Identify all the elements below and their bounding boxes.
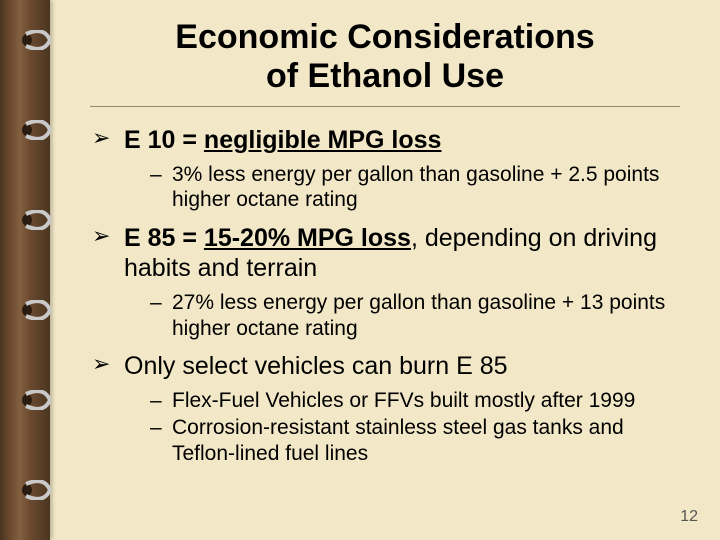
bullet-bold: E 85 = bbox=[124, 224, 204, 252]
bullet-list: E 10 = negligible MPG loss 3% less energ… bbox=[90, 125, 680, 466]
bullet-underline: 15-20% MPG loss bbox=[204, 224, 411, 252]
binder-ring-icon bbox=[20, 390, 54, 410]
sub-list: Flex-Fuel Vehicles or FFVs built mostly … bbox=[124, 388, 680, 467]
sub-item: Corrosion-resistant stainless steel gas … bbox=[150, 415, 680, 466]
slide-title: Economic Considerations of Ethanol Use bbox=[90, 18, 680, 96]
binder-ring-icon bbox=[20, 210, 54, 230]
bullet-bold: E 10 = bbox=[124, 126, 204, 154]
slide-root: Economic Considerations of Ethanol Use E… bbox=[0, 0, 720, 540]
sub-list: 27% less energy per gallon than gasoline… bbox=[124, 290, 680, 341]
binder-spine bbox=[0, 0, 50, 540]
slide-content: Economic Considerations of Ethanol Use E… bbox=[60, 0, 710, 540]
sub-item: Flex-Fuel Vehicles or FFVs built mostly … bbox=[150, 388, 680, 414]
bullet-rest: Only select vehicles can burn E 85 bbox=[124, 352, 508, 380]
title-line-2: of Ethanol Use bbox=[266, 57, 504, 95]
title-divider bbox=[90, 106, 680, 107]
bullet-item: E 10 = negligible MPG loss 3% less energ… bbox=[90, 125, 680, 213]
bullet-item: E 85 = 15-20% MPG loss, depending on dri… bbox=[90, 223, 680, 341]
page-number: 12 bbox=[680, 508, 698, 526]
sub-item: 3% less energy per gallon than gasoline … bbox=[150, 162, 680, 213]
binder-ring-icon bbox=[20, 480, 54, 500]
binder-ring-icon bbox=[20, 120, 54, 140]
binder-ring-icon bbox=[20, 300, 54, 320]
bullet-underline: negligible MPG loss bbox=[204, 126, 442, 154]
binder-ring-icon bbox=[20, 30, 54, 50]
sub-list: 3% less energy per gallon than gasoline … bbox=[124, 162, 680, 213]
title-line-1: Economic Considerations bbox=[175, 18, 594, 56]
sub-item: 27% less energy per gallon than gasoline… bbox=[150, 290, 680, 341]
bullet-item: Only select vehicles can burn E 85 Flex-… bbox=[90, 351, 680, 466]
